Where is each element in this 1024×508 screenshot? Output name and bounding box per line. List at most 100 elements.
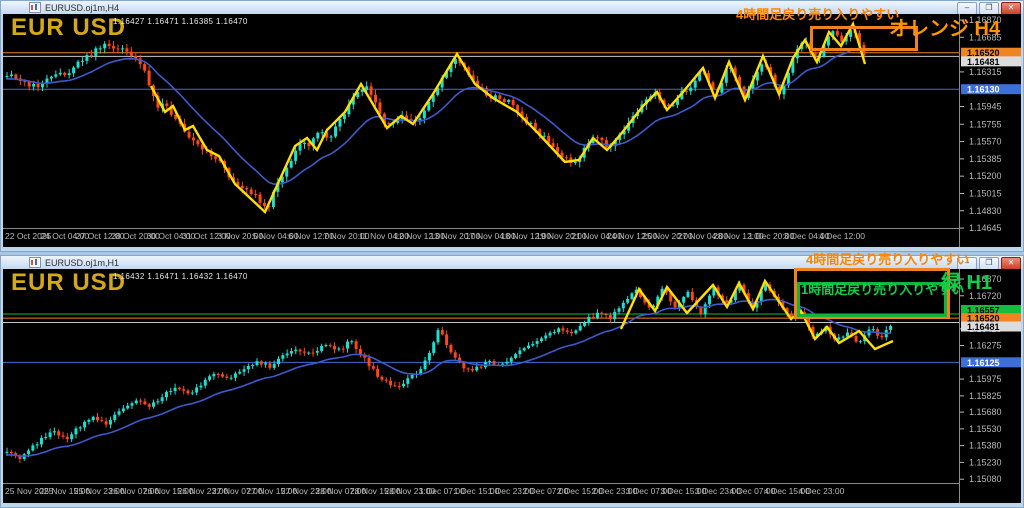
svg-text:1.16130: 1.16130: [967, 85, 1000, 95]
svg-text:1.14645: 1.14645: [969, 223, 1002, 233]
restore-button[interactable]: ❐: [979, 2, 999, 15]
title-bar[interactable]: EURUSD.oj1m,H4 – ❐ ✕: [1, 1, 1023, 15]
svg-text:25 Nov 15:00: 25 Nov 15:00: [40, 486, 91, 496]
svg-text:27 Nov 04:00: 27 Nov 04:00: [678, 231, 729, 241]
svg-text:1.15230: 1.15230: [969, 457, 1002, 467]
price-axis[interactable]: 1.16870 1.16685 1.16315 1.15945 1.15755 1.155…: [960, 15, 1021, 233]
restore-button[interactable]: ❐: [979, 257, 999, 270]
title-bar[interactable]: EURUSD.oj1m,H1 – ❐ ✕: [1, 256, 1023, 270]
chart-window-h4: EURUSD.oj1m,H4 – ❐ ✕ EUR USD 1.16427 1.1…: [0, 0, 1024, 252]
svg-text:31 Oct 12:00: 31 Oct 12:00: [182, 231, 231, 241]
svg-text:18 Nov 12:00: 18 Nov 12:00: [501, 231, 552, 241]
svg-text:28 Nov 12:00: 28 Nov 12:00: [713, 231, 764, 241]
svg-text:27 Nov 07:00: 27 Nov 07:00: [212, 486, 263, 496]
svg-text:1.14830: 1.14830: [969, 206, 1002, 216]
svg-text:5 Nov 04:00: 5 Nov 04:00: [253, 231, 299, 241]
svg-text:1 Dec 23:00: 1 Dec 23:00: [488, 486, 534, 496]
svg-text:3 Dec 23:00: 3 Dec 23:00: [695, 486, 741, 496]
svg-text:1.15680: 1.15680: [969, 407, 1002, 417]
moving-average-line: [6, 47, 865, 185]
svg-text:13 Nov 20:00: 13 Nov 20:00: [430, 231, 481, 241]
svg-text:25 Nov 20:00: 25 Nov 20:00: [642, 231, 693, 241]
svg-text:4 Dec 12:00: 4 Dec 12:00: [819, 231, 865, 241]
svg-text:1.15385: 1.15385: [969, 154, 1002, 164]
zigzag-line[interactable]: [619, 278, 894, 351]
svg-text:28 Nov 07:00: 28 Nov 07:00: [316, 486, 367, 496]
svg-text:24 Nov 12:00: 24 Nov 12:00: [607, 231, 658, 241]
svg-text:12 Nov 12:00: 12 Nov 12:00: [394, 231, 445, 241]
svg-text:30 Oct 04:00: 30 Oct 04:00: [147, 231, 196, 241]
chart-window-icon: [29, 257, 41, 268]
zigzag-line[interactable]: [149, 20, 867, 215]
svg-text:1.16125: 1.16125: [967, 358, 1000, 368]
svg-text:27 Nov 15:00: 27 Nov 15:00: [247, 486, 298, 496]
svg-text:1.16720: 1.16720: [969, 291, 1002, 301]
price-axis[interactable]: 1.168701.167201.164251.162751.159751.158…: [960, 274, 1021, 484]
svg-text:1.15200: 1.15200: [969, 171, 1002, 181]
svg-text:1.16481: 1.16481: [967, 57, 1000, 67]
symbol-watermark: EUR USD: [11, 14, 127, 41]
ohlc-readout: 1.16432 1.16471 1.16432 1.16470: [113, 272, 248, 281]
svg-text:1 Dec 20:00: 1 Dec 20:00: [748, 231, 794, 241]
svg-text:1.16870: 1.16870: [969, 274, 1002, 284]
svg-text:4 Dec 23:00: 4 Dec 23:00: [799, 486, 845, 496]
svg-text:1.16685: 1.16685: [969, 32, 1002, 42]
window-title: EURUSD.oj1m,H1: [45, 257, 120, 268]
ohlc-readout: 1.16427 1.16471 1.16385 1.16470: [113, 17, 248, 26]
svg-text:3 Dec 15:00: 3 Dec 15:00: [661, 486, 707, 496]
moving-average-line: [6, 298, 891, 457]
svg-text:1.16315: 1.16315: [969, 67, 1002, 77]
svg-text:6 Nov 12:00: 6 Nov 12:00: [288, 231, 334, 241]
svg-text:25 Nov 2025: 25 Nov 2025: [5, 486, 53, 496]
svg-text:2 Dec 23:00: 2 Dec 23:00: [592, 486, 638, 496]
svg-text:1.15380: 1.15380: [969, 441, 1002, 451]
svg-text:24 Oct 04:00: 24 Oct 04:00: [40, 231, 89, 241]
svg-text:1.15825: 1.15825: [969, 391, 1002, 401]
svg-text:4 Dec 15:00: 4 Dec 15:00: [764, 486, 810, 496]
symbol-watermark: EUR USD: [11, 269, 127, 296]
svg-text:26 Nov 07:00: 26 Nov 07:00: [109, 486, 160, 496]
svg-text:21 Nov 04:00: 21 Nov 04:00: [571, 231, 622, 241]
svg-text:1.16520: 1.16520: [967, 314, 1000, 324]
svg-text:3 Dec 04:00: 3 Dec 04:00: [784, 231, 830, 241]
svg-text:1.15015: 1.15015: [969, 188, 1002, 198]
svg-text:1.15080: 1.15080: [969, 474, 1002, 484]
svg-text:27 Oct 12:00: 27 Oct 12:00: [76, 231, 125, 241]
svg-text:1.16481: 1.16481: [967, 322, 1000, 332]
svg-text:19 Nov 20:00: 19 Nov 20:00: [536, 231, 587, 241]
svg-text:28 Oct 20:00: 28 Oct 20:00: [111, 231, 160, 241]
svg-text:25 Nov 23:00: 25 Nov 23:00: [74, 486, 125, 496]
svg-text:1.15530: 1.15530: [969, 424, 1002, 434]
svg-text:27 Nov 23:00: 27 Nov 23:00: [281, 486, 332, 496]
window-title: EURUSD.oj1m,H4: [45, 2, 120, 13]
svg-text:1.15755: 1.15755: [969, 119, 1002, 129]
svg-text:3 Nov 20:00: 3 Nov 20:00: [217, 231, 263, 241]
svg-text:28 Nov 23:00: 28 Nov 23:00: [385, 486, 436, 496]
svg-text:26 Nov 23:00: 26 Nov 23:00: [178, 486, 229, 496]
svg-text:2 Dec 07:00: 2 Dec 07:00: [523, 486, 569, 496]
svg-text:2 Dec 15:00: 2 Dec 15:00: [557, 486, 603, 496]
chart-window-icon: [29, 2, 41, 13]
chart-canvas-h4[interactable]: 1.16870 1.16685 1.16315 1.15945 1.15755 1.155…: [3, 14, 1021, 247]
svg-text:26 Nov 15:00: 26 Nov 15:00: [143, 486, 194, 496]
chart-window-h1: EURUSD.oj1m,H1 – ❐ ✕ EUR USD 1.16432 1.1…: [0, 255, 1024, 508]
svg-text:4 Dec 07:00: 4 Dec 07:00: [730, 486, 776, 496]
svg-text:1.16275: 1.16275: [969, 341, 1002, 351]
svg-text:11 Nov 04:00: 11 Nov 04:00: [359, 231, 409, 241]
svg-text:1.15975: 1.15975: [969, 374, 1002, 384]
svg-text:3 Dec 07:00: 3 Dec 07:00: [626, 486, 672, 496]
svg-text:17 Nov 04:00: 17 Nov 04:00: [465, 231, 516, 241]
svg-text:1 Dec 15:00: 1 Dec 15:00: [454, 486, 500, 496]
svg-text:1.15570: 1.15570: [969, 137, 1002, 147]
svg-text:1.15945: 1.15945: [969, 101, 1002, 111]
svg-text:22 Oct 2025: 22 Oct 2025: [5, 231, 52, 241]
svg-text:1.16557: 1.16557: [967, 306, 1000, 316]
svg-text:7 Nov 20:00: 7 Nov 20:00: [324, 231, 370, 241]
svg-text:28 Nov 15:00: 28 Nov 15:00: [350, 486, 401, 496]
svg-text:1.16520: 1.16520: [967, 48, 1000, 58]
svg-text:1.16870: 1.16870: [969, 15, 1002, 25]
chart-canvas-h1[interactable]: 1.168701.167201.164251.162751.159751.158…: [3, 269, 1021, 503]
svg-text:1 Dec 07:00: 1 Dec 07:00: [419, 486, 465, 496]
